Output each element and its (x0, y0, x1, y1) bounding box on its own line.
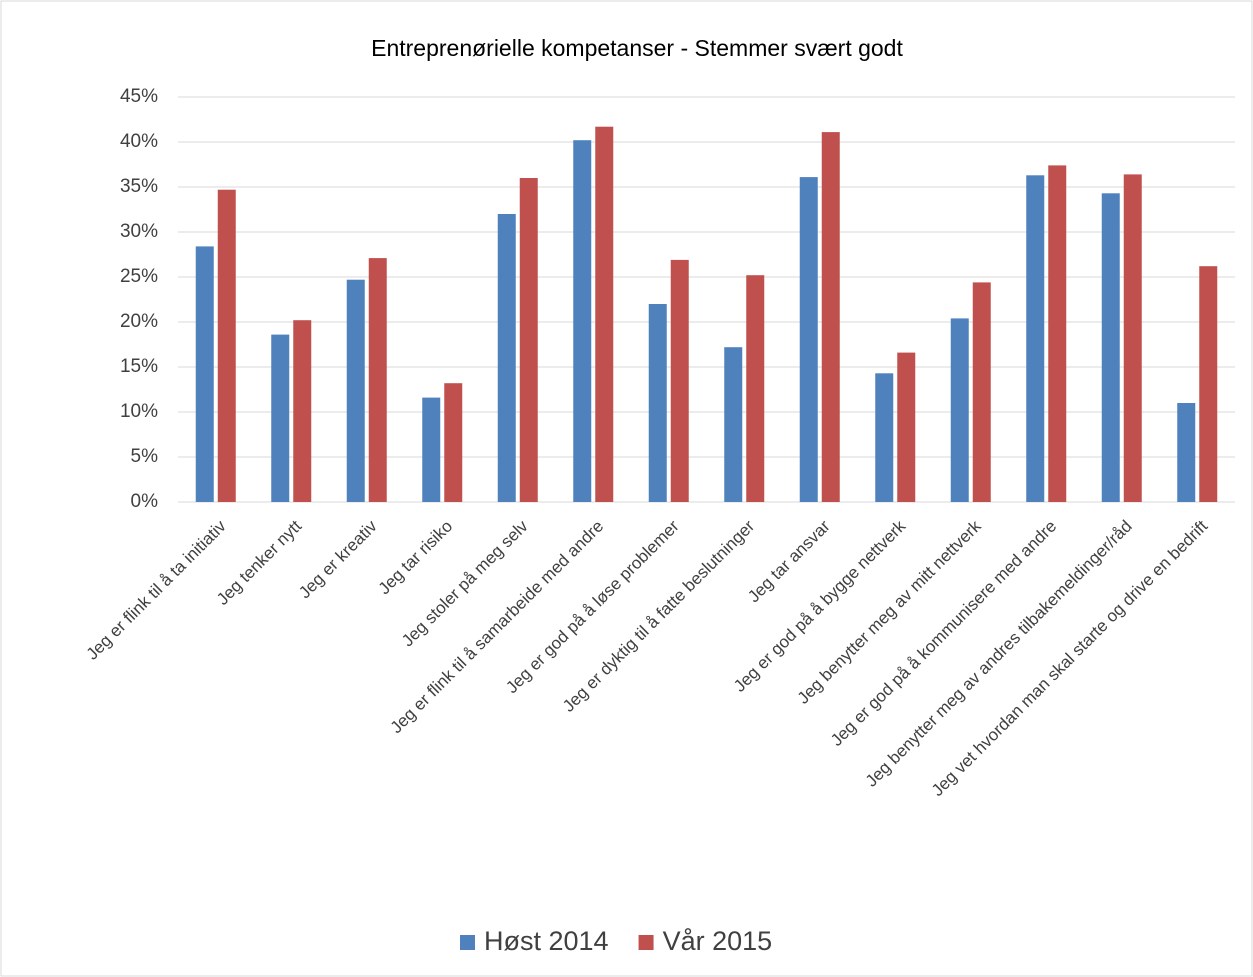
bar (368, 258, 387, 502)
bar (271, 334, 290, 502)
bar (422, 397, 441, 502)
y-tick-label: 5% (131, 446, 159, 467)
y-tick-label: 20% (120, 311, 158, 332)
y-tick-label: 0% (131, 491, 159, 512)
legend-swatch (460, 935, 475, 950)
bar (950, 318, 969, 502)
legend-label: Vår 2015 (663, 926, 773, 956)
bar (724, 347, 743, 502)
bar (444, 383, 463, 502)
bar (573, 140, 592, 502)
chart-title: Entreprenørielle kompetanser - Stemmer s… (371, 35, 903, 61)
legend-label: Høst 2014 (484, 926, 609, 956)
bar (648, 304, 667, 502)
bar (897, 352, 916, 502)
bar (519, 178, 538, 502)
y-tick-label: 10% (120, 401, 158, 422)
y-tick-label: 45% (120, 86, 158, 107)
y-tick-label: 40% (120, 131, 158, 152)
bar (497, 214, 516, 502)
y-tick-label: 30% (120, 221, 158, 242)
bar (799, 177, 818, 502)
bar (875, 373, 894, 502)
bar (1177, 403, 1196, 502)
bar (595, 126, 614, 502)
bar (217, 189, 236, 502)
y-tick-label: 15% (120, 356, 158, 377)
bar (1199, 266, 1218, 502)
bar (1026, 175, 1045, 503)
legend-swatch (638, 935, 654, 950)
y-tick-label: 35% (120, 176, 158, 197)
bar (746, 275, 765, 502)
y-tick-label: 25% (120, 266, 158, 287)
bar (293, 320, 312, 502)
bar (1101, 193, 1120, 503)
bar (1123, 174, 1142, 502)
bar (346, 279, 365, 502)
bar (670, 259, 689, 502)
bar (821, 132, 840, 502)
bar (195, 246, 214, 502)
bar (972, 282, 991, 502)
bar (1048, 165, 1067, 502)
